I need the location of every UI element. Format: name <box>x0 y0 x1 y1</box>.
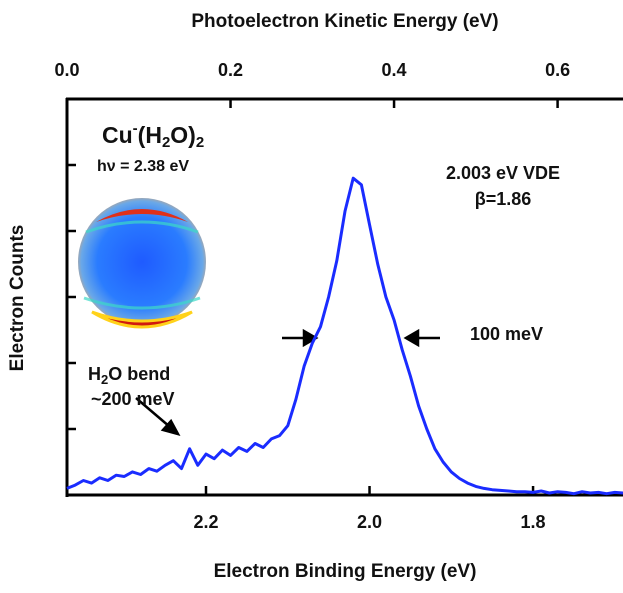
fwhm-arrows <box>136 331 440 434</box>
x2-tick-label: 0.0 <box>54 60 79 80</box>
x-tick-label: 1.8 <box>521 512 546 532</box>
bend-energy: ~200 meV <box>91 389 175 409</box>
photon-energy: hν = 2.38 eV <box>97 158 189 175</box>
x-tick-label: 2.0 <box>357 512 382 532</box>
width-label: 100 meV <box>470 324 543 344</box>
bend-label: H2O bend <box>88 364 170 388</box>
y-axis-title: Electron Counts <box>7 225 28 372</box>
beta-label: β=1.86 <box>475 189 532 209</box>
x-tick-label: 2.2 <box>193 512 218 532</box>
x-axis-title: Electron Binding Energy (eV) <box>214 561 477 582</box>
top-axis-title: Photoelectron Kinetic Energy (eV) <box>191 11 498 32</box>
vmi-image <box>78 198 206 327</box>
chart: Photoelectron Kinetic Energy (eV) Electr… <box>0 0 623 588</box>
vde-label: 2.003 eV VDE <box>446 163 560 183</box>
x2-tick-label: 0.2 <box>218 60 243 80</box>
species-label: Cu-(H2O)2 <box>102 120 204 151</box>
x2-tick-label: 0.4 <box>382 60 407 80</box>
x2-tick-label: 0.6 <box>545 60 570 80</box>
